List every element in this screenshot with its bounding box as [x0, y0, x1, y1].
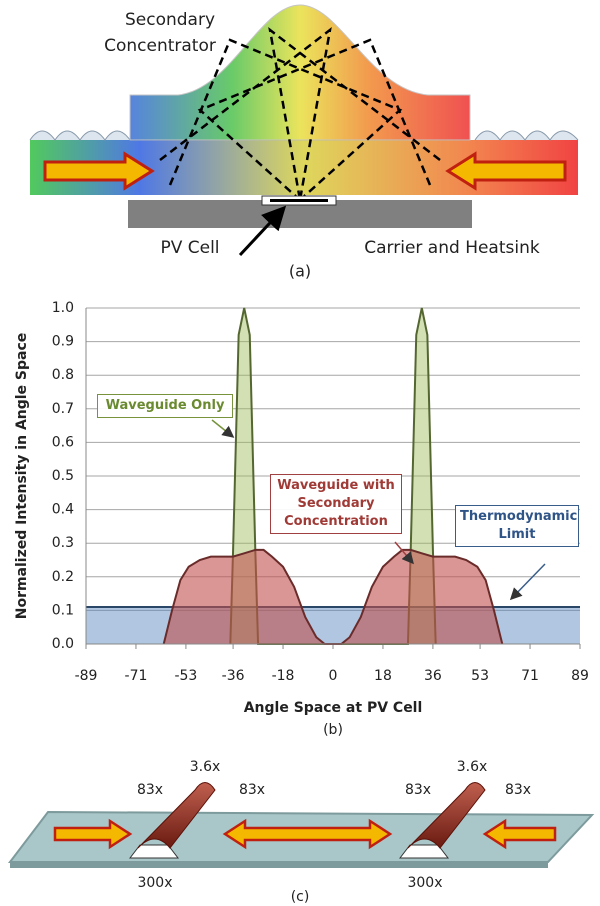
ratio-label: 300x — [407, 875, 442, 891]
concentrator-label: Concentrator — [104, 36, 216, 56]
slab-edge — [10, 862, 548, 868]
x-tick-label: 36 — [424, 668, 442, 684]
x-tick-label: 89 — [571, 668, 589, 684]
x-tick-label: -89 — [75, 668, 98, 684]
area — [86, 607, 580, 644]
ratio-label: 300x — [137, 875, 172, 891]
y-tick-label: 0.2 — [52, 569, 74, 585]
ratio-label: 83x — [239, 782, 265, 798]
caption: (b) — [323, 722, 343, 738]
concentrator-label: Secondary — [125, 10, 215, 30]
ratio-label: 83x — [137, 782, 163, 798]
ratio-label: 83x — [505, 782, 531, 798]
ratio-label: 3.6x — [457, 759, 488, 775]
y-tick-label: 0.6 — [52, 434, 74, 450]
x-tick-label: 0 — [329, 668, 338, 684]
y-tick-label: 0.7 — [52, 401, 74, 417]
y-tick-label: 1.0 — [52, 300, 74, 316]
x-tick-label: 71 — [521, 668, 539, 684]
y-tick-label: 0.1 — [52, 602, 74, 618]
x-tick-label: -71 — [125, 668, 148, 684]
x-tick-label: 18 — [374, 668, 392, 684]
y-tick-label: 0.4 — [52, 502, 74, 518]
panel-c: 83x 3.6x 83x 300x 83x 3.6x 83x 300x (c) — [10, 759, 592, 905]
ratio-label: 3.6x — [190, 759, 221, 775]
pointer — [512, 564, 545, 598]
x-axis-title: Angle Space at PV Cell — [244, 700, 423, 716]
x-tick-label: -18 — [272, 668, 295, 684]
callout: Waveguide with Secondary Concentration — [270, 474, 402, 534]
x-tick-label: 53 — [471, 668, 489, 684]
pv-cell-active — [270, 199, 328, 202]
y-tick-label: 0.5 — [52, 468, 74, 484]
callout: Thermodynamic Limit — [455, 505, 579, 547]
figure-svg: Secondary Concentrator PV Cell Carrier a… — [0, 0, 600, 906]
carrier-label: Carrier and Heatsink — [364, 238, 540, 258]
pv-cell-label: PV Cell — [160, 238, 219, 258]
y-tick-label: 0.8 — [52, 367, 74, 383]
panel-a: Secondary Concentrator PV Cell Carrier a… — [30, 5, 578, 281]
figure: Secondary Concentrator PV Cell Carrier a… — [0, 0, 600, 906]
callout: Waveguide Only — [97, 394, 233, 418]
ratio-label: 83x — [405, 782, 431, 798]
pointer — [212, 420, 232, 436]
caption: (c) — [291, 889, 310, 905]
caption: (a) — [289, 262, 311, 281]
y-tick-label: 0.9 — [52, 334, 74, 350]
y-axis-title: Normalized Intensity in Angle Space — [14, 333, 30, 620]
x-tick-label: -53 — [174, 668, 197, 684]
y-tick-label: 0.3 — [52, 535, 74, 551]
x-tick-label: -36 — [222, 668, 245, 684]
y-tick-label: 0.0 — [52, 636, 74, 652]
